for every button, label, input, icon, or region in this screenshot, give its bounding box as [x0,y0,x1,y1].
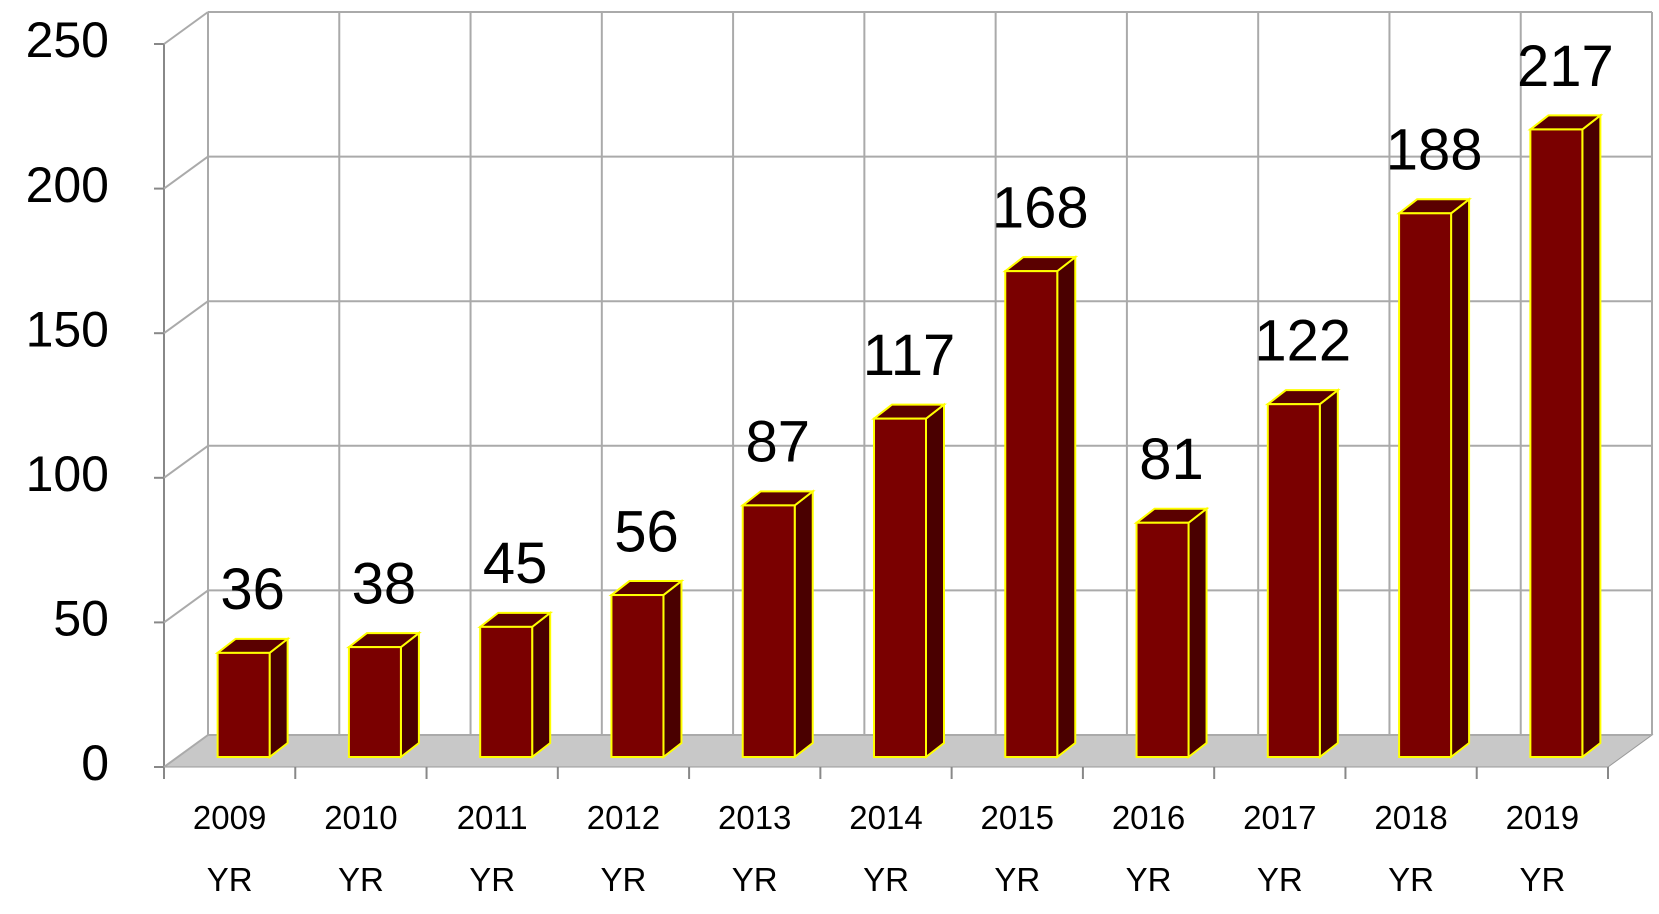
bar [1268,404,1320,757]
bar [1005,271,1057,757]
grid-line [164,590,208,622]
y-tick-label: 100 [26,446,109,502]
bar [218,653,270,757]
value-label: 56 [614,499,679,564]
bar-side [926,405,944,757]
bar [1399,213,1451,757]
grid-line [164,301,208,333]
value-label: 117 [863,323,955,388]
bar-side [663,581,681,757]
bar [349,647,401,757]
y-tick-label: 50 [53,591,109,647]
x-tick-label: 2017 YR [1235,787,1325,911]
value-label: 122 [1254,309,1351,374]
bar-side [532,613,550,757]
bar [874,419,926,757]
bar-side [401,633,419,757]
chart: 0 50 100 150 200 250 36 38 45 56 87 117 168 81 122 188 2… [0,0,1659,914]
bar-side [1057,257,1075,757]
x-tick-label: 2012 YR [578,787,668,911]
value-label: 81 [1139,427,1204,492]
y-tick-label: 150 [26,301,109,357]
value-label: 38 [352,551,417,616]
x-tick-label: 2009 YR [185,787,275,911]
y-tick-label: 250 [26,12,109,68]
value-label: 217 [1517,34,1614,99]
bar [1137,523,1189,757]
bar [743,505,795,757]
x-tick-label: 2019 YR [1497,787,1587,911]
bar [480,627,532,757]
bar-side [1189,509,1207,757]
x-tick-label: 2013 YR [710,787,800,911]
value-label: 45 [483,531,548,596]
x-tick-label: 2016 YR [1104,787,1194,911]
y-tick-label: 0 [81,735,109,791]
x-tick-label: 2014 YR [841,787,931,911]
chart-canvas: 0 50 100 150 200 250 36 38 45 56 87 117 168 81 122 188 2… [0,0,1659,914]
bar [611,595,663,757]
x-tick-label: 2010 YR [316,787,406,911]
x-tick-label: 2015 YR [972,787,1062,911]
bar-side [1582,115,1600,757]
value-label: 188 [1386,118,1483,183]
value-label: 36 [220,557,285,622]
grid-line [164,12,208,44]
value-label: 168 [992,175,1089,240]
x-tick-label: 2018 YR [1366,787,1456,911]
grid-line [164,157,208,189]
bar-side [270,639,288,757]
x-tick-label: 2011 YR [447,787,537,911]
value-label: 87 [745,410,810,475]
bar-side [1451,199,1469,757]
y-tick-label: 200 [26,157,109,213]
bar-side [795,491,813,757]
grid-line [164,446,208,478]
bar-side [1320,390,1338,757]
bar [1530,129,1582,757]
